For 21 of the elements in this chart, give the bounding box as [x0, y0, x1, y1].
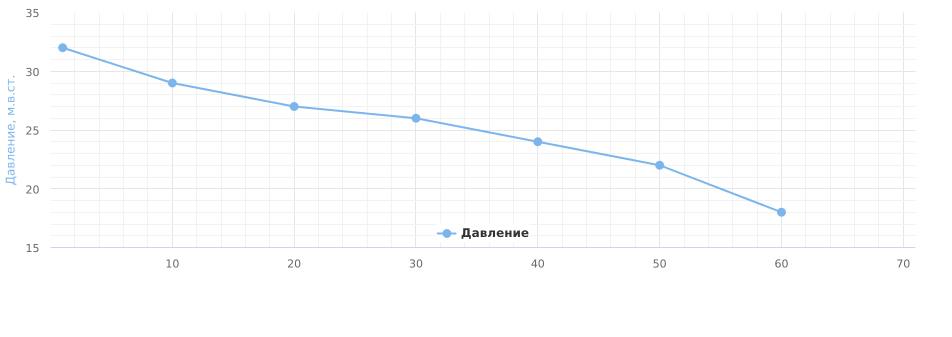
point [655, 160, 664, 170]
y-tick-label: 25 [26, 124, 40, 138]
point [411, 114, 420, 123]
point [58, 43, 68, 52]
x-tick-label: 70 [896, 258, 910, 270]
y-tick-label: 30 [26, 66, 40, 79]
point [776, 208, 786, 217]
point [168, 78, 177, 88]
x-tick-label: 30 [408, 258, 423, 270]
y-tick-label: 35 [26, 7, 40, 20]
y-tick-label: 15 [26, 242, 40, 255]
y-tick-label: 20 [26, 183, 40, 196]
point [290, 102, 299, 111]
legend-label: Давление [460, 226, 530, 240]
x-tick-label: 50 [652, 258, 667, 270]
x-tick-label: 40 [530, 258, 545, 270]
x-tick-label: 20 [287, 258, 302, 270]
y-axis-title: Давление, м.в.ст. [4, 74, 18, 186]
x-tick-label: 10 [165, 258, 180, 270]
x-tick-label: 60 [774, 258, 788, 270]
point [533, 137, 542, 146]
